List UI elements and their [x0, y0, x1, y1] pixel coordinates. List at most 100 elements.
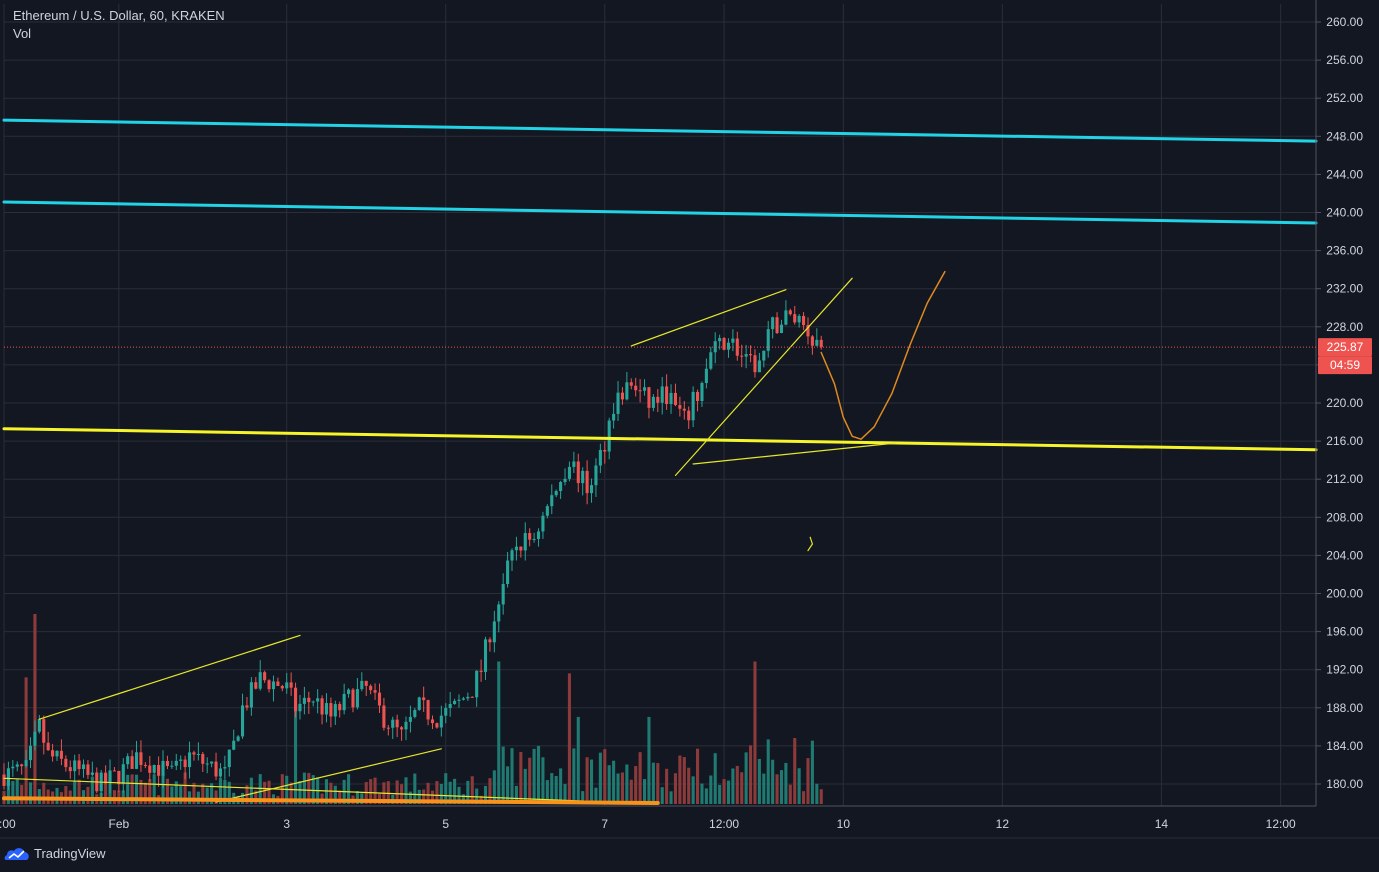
- candle-body: [784, 310, 788, 325]
- candle-body: [709, 352, 713, 369]
- trend-line: [215, 748, 442, 803]
- candle-body: [218, 768, 223, 777]
- volume-bar: [205, 787, 209, 804]
- volume-bar: [457, 786, 461, 804]
- volume-bar: [210, 783, 214, 804]
- volume-bar: [24, 677, 28, 804]
- candle-body: [46, 742, 50, 751]
- volume-bar: [585, 757, 589, 804]
- volume-bar: [302, 772, 306, 804]
- volume-bar: [731, 768, 735, 804]
- candle-body: [391, 719, 395, 728]
- candle-body: [33, 731, 37, 746]
- volume-bar: [430, 790, 435, 804]
- volume-bar: [338, 790, 342, 804]
- candle-body: [165, 760, 169, 767]
- volume-bar: [594, 787, 598, 804]
- volume-bar: [461, 794, 465, 804]
- y-tick-label: 180.00: [1326, 777, 1363, 791]
- volume-bar: [377, 793, 382, 804]
- candle-body: [444, 707, 448, 716]
- candle-body: [435, 723, 439, 728]
- volume-bar: [492, 770, 496, 804]
- candle-body: [687, 410, 691, 421]
- candle-body: [678, 405, 682, 409]
- volume-bar: [576, 716, 580, 804]
- y-tick-label: 196.00: [1326, 625, 1363, 639]
- candle-body: [223, 767, 227, 769]
- candle-body: [37, 719, 41, 732]
- candle-body: [669, 392, 673, 405]
- volume-bar: [201, 783, 205, 804]
- candle-body: [422, 697, 426, 701]
- volume-bar: [726, 780, 731, 804]
- candle-body: [607, 420, 611, 452]
- x-tick-label: 12:00: [709, 817, 739, 831]
- candle-body: [311, 701, 315, 703]
- volume-bar: [179, 786, 183, 804]
- volume-bar: [563, 784, 567, 804]
- volume-bar: [64, 786, 68, 804]
- candle-body: [24, 760, 28, 767]
- volume-bar: [86, 786, 90, 804]
- volume-bar: [395, 780, 399, 804]
- candle-body: [90, 772, 94, 775]
- candle-body: [298, 703, 302, 712]
- volume-bar: [347, 774, 351, 804]
- y-tick-label: 220.00: [1326, 396, 1363, 410]
- volume-bar: [572, 748, 576, 804]
- candle-body: [263, 672, 267, 681]
- candle-body: [183, 759, 187, 768]
- candle-body: [448, 703, 452, 708]
- volume-bar: [426, 782, 430, 804]
- candle-body: [302, 697, 306, 704]
- candle-body: [249, 682, 253, 708]
- volume-bar: [77, 779, 81, 804]
- volume-bar: [20, 784, 24, 804]
- candle-body: [347, 689, 351, 694]
- candle-body: [700, 383, 704, 401]
- candle-body: [536, 531, 541, 540]
- volume-bar: [620, 772, 624, 804]
- candle-body: [519, 546, 523, 551]
- candle-body: [775, 317, 779, 334]
- x-tick-label: 5: [442, 817, 449, 831]
- candle-body: [280, 685, 284, 689]
- trend-line: [2, 200, 1318, 225]
- volume-bar: [616, 773, 620, 804]
- candle-body: [236, 736, 240, 741]
- candle-body: [797, 315, 801, 323]
- volume-bar: [134, 774, 139, 804]
- volume-bar: [744, 752, 748, 804]
- candle-body: [532, 539, 536, 541]
- y-tick-label: 192.00: [1326, 663, 1363, 677]
- candle-body: [382, 705, 386, 728]
- volume-bar: [696, 748, 700, 804]
- trend-line: [2, 796, 660, 805]
- volume-bar: [713, 753, 717, 804]
- indicator-label[interactable]: Vol: [13, 26, 32, 41]
- volume-bar: [735, 765, 739, 804]
- candle-body: [771, 317, 775, 330]
- volume-bar: [766, 739, 770, 804]
- candle-body: [656, 396, 660, 403]
- candle-body: [696, 391, 700, 401]
- candle-body: [457, 699, 461, 701]
- volume-bar: [373, 777, 377, 804]
- volume-bar: [11, 780, 15, 804]
- candle-body: [15, 764, 19, 767]
- tradingview-brand[interactable]: TradingView: [4, 845, 106, 861]
- candle-body: [112, 770, 116, 772]
- axes: 260.00 256.00 252.00 248.00 244.00 240.00 236.…: [0, 0, 1379, 839]
- candle-body: [201, 753, 205, 764]
- volume-bar: [254, 790, 258, 804]
- volume-bar: [704, 788, 708, 804]
- volume-bar: [130, 774, 134, 804]
- volume-bar: [651, 762, 655, 804]
- candle-body: [205, 763, 209, 765]
- y-tick-label: 256.00: [1326, 53, 1363, 67]
- candle-body: [117, 770, 121, 785]
- candle-body: [254, 682, 258, 689]
- grid: [3, 4, 1316, 806]
